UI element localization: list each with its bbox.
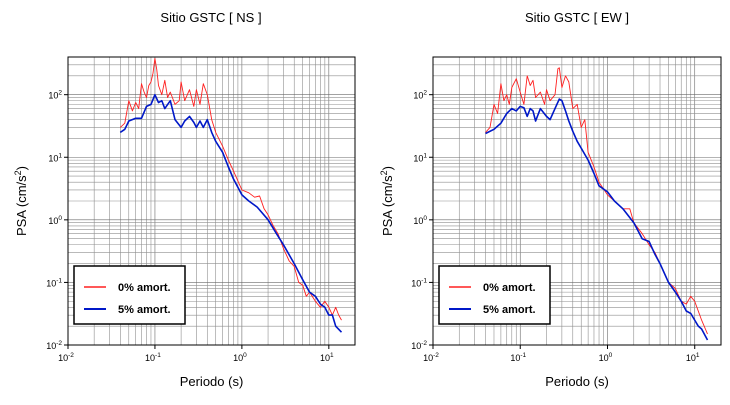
y-tick-label: 100 [413,215,427,226]
y-axis-label: PSA (cm/s2) [379,166,395,236]
chart-title: Sitio GSTC [ NS ] [160,10,261,25]
chart-panel-2: 10-2 10-1 100 101 10-2 10-1 100 101 102 0% amort.… [379,10,722,389]
y-tick-label: 101 [413,152,427,163]
legend: 0% amort. 5% amort. [73,265,186,325]
x-tick-label: 100 [599,352,613,363]
legend-label: 0% amort. [483,282,536,294]
y-tick-label: 10-2 [411,340,427,351]
y-tick-label: 102 [48,90,62,101]
series-line-damping-5 [485,98,709,341]
x-tick-label: 10-2 [423,352,439,363]
chart-title: Sitio GSTC [ EW ] [525,10,629,25]
x-tick-label: 101 [320,352,334,363]
y-tick-label: 10-2 [46,340,62,351]
series-line-damping-0 [119,57,342,321]
x-tick-label: 10-2 [58,352,74,363]
legend-box [438,265,551,325]
y-tick-label: 10-1 [411,277,427,288]
chart-panel-1: 10-2 10-1 100 101 10-2 10-1 100 101 102 0% amort.… [13,10,356,389]
x-axis-label: Periodo (s) [180,374,244,389]
x-tick-label: 100 [233,352,247,363]
x-axis-label: Periodo (s) [545,374,609,389]
legend-label: 5% amort. [118,304,171,316]
y-tick-label: 100 [48,215,62,226]
legend-label: 0% amort. [118,282,171,294]
legend-box [73,265,186,325]
legend: 0% amort. 5% amort. [438,265,551,325]
legend-label: 5% amort. [483,304,536,316]
x-tick-label: 10-1 [145,352,161,363]
y-axis-label: PSA (cm/s2) [13,166,29,236]
y-tick-label: 10-1 [46,277,62,288]
x-tick-label: 10-1 [510,352,526,363]
x-tick-label: 101 [686,352,700,363]
y-tick-label: 102 [413,90,427,101]
y-tick-label: 101 [48,152,62,163]
plot-frame [67,56,356,346]
series-line-damping-5 [119,93,343,333]
plot-frame [432,56,722,346]
